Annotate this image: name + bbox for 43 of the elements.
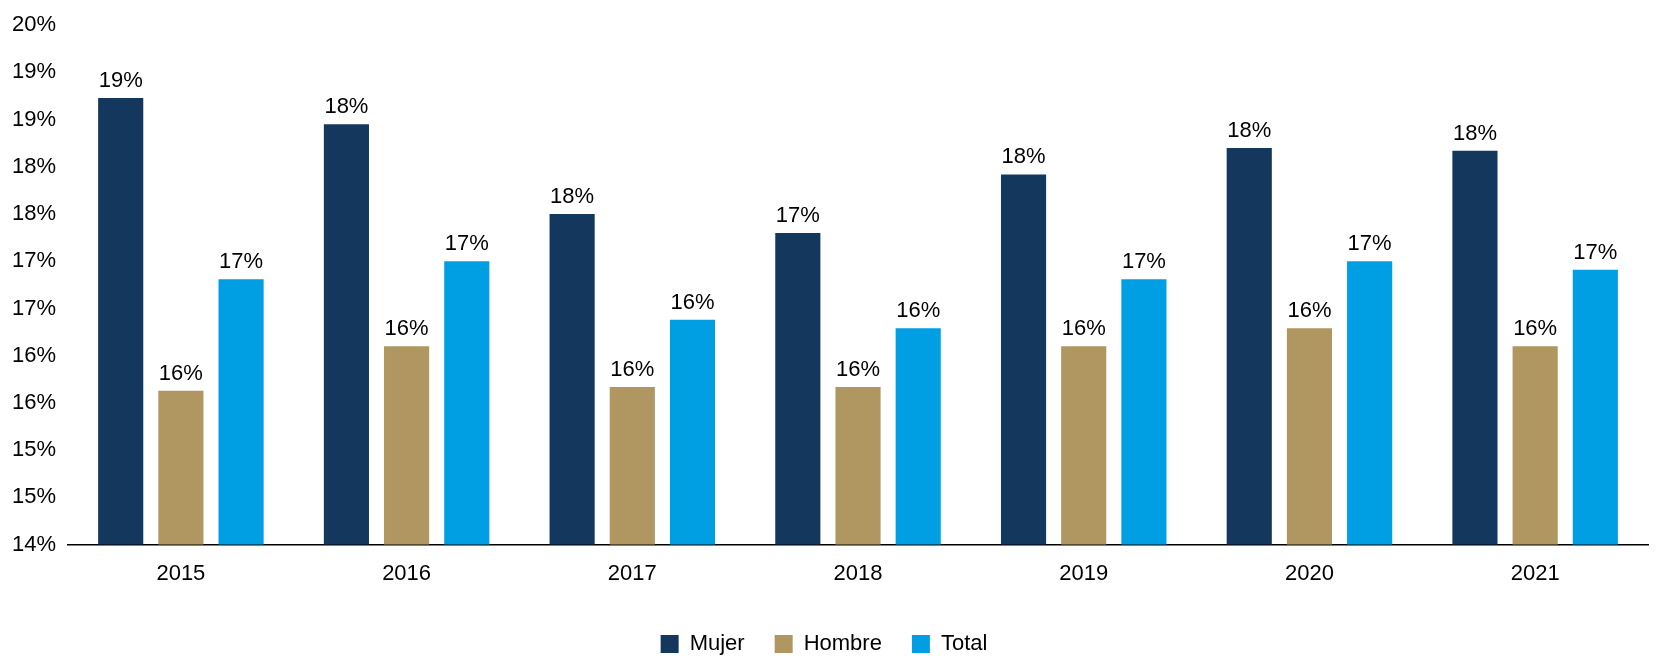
data-label: 18% <box>1227 117 1272 143</box>
data-label: 18% <box>324 93 369 119</box>
x-tick-label: 2019 <box>1059 559 1109 585</box>
x-tick-label: 2015 <box>156 559 206 585</box>
data-label: 16% <box>158 359 203 385</box>
y-tick-label: 18% <box>11 152 57 178</box>
legend-label: Total <box>940 630 988 656</box>
legend-label: Hombre <box>803 630 882 656</box>
y-tick-label: 15% <box>11 436 57 462</box>
y-tick-label: 14% <box>11 530 57 556</box>
y-tick-label: 16% <box>11 341 57 367</box>
data-label: 17% <box>775 202 820 228</box>
data-label: 17% <box>1573 238 1618 264</box>
y-tick-label: 17% <box>11 294 57 320</box>
data-label: 16% <box>1287 297 1332 323</box>
data-label: 16% <box>835 355 881 381</box>
data-label: 18% <box>550 183 595 209</box>
data-label: 16% <box>384 315 429 341</box>
data-label: 16% <box>1061 315 1106 341</box>
y-tick-label: 16% <box>11 389 57 415</box>
y-tick-label: 19% <box>11 105 57 131</box>
data-label: 17% <box>1347 230 1392 256</box>
data-label: 17% <box>219 248 264 274</box>
data-label: 18% <box>1452 119 1497 145</box>
x-tick-label: 2016 <box>382 559 432 585</box>
data-label: 16% <box>670 288 715 314</box>
x-tick-label: 2021 <box>1510 559 1560 585</box>
data-label: 18% <box>1001 143 1046 169</box>
data-label: 17% <box>1121 248 1166 274</box>
y-tick-label: 17% <box>11 247 57 273</box>
data-label: 17% <box>444 230 489 256</box>
legend-label: Mujer <box>689 630 745 656</box>
y-tick-label: 18% <box>11 200 57 226</box>
y-tick-label: 19% <box>11 58 57 84</box>
y-tick-label: 15% <box>11 483 57 509</box>
data-label: 16% <box>896 297 941 323</box>
x-tick-label: 2017 <box>607 559 657 585</box>
y-tick-label: 20% <box>11 11 57 37</box>
data-label: 19% <box>98 66 143 92</box>
x-tick-label: 2020 <box>1284 559 1334 585</box>
x-tick-label: 2018 <box>833 559 883 585</box>
data-label: 16% <box>610 355 655 381</box>
data-label: 16% <box>1513 315 1558 341</box>
